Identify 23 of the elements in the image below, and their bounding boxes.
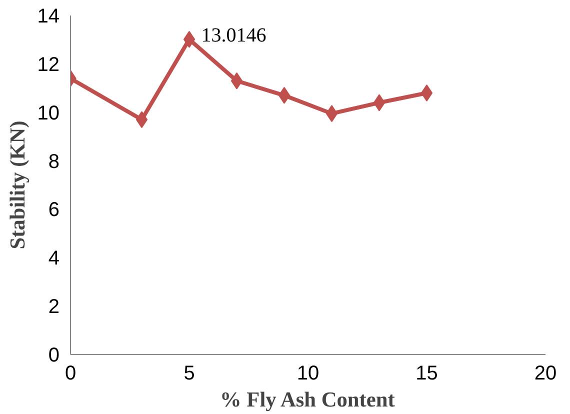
- x-axis-title: % Fly Ash Content: [220, 388, 396, 412]
- y-axis-title: Stability (KN): [5, 120, 30, 250]
- y-tick-label: 2: [48, 296, 60, 318]
- y-tick-label: 10: [37, 102, 60, 124]
- y-tick-label: 0: [48, 344, 60, 366]
- x-tick-label: 20: [534, 362, 557, 384]
- point: [420, 84, 433, 102]
- y-tick-label: 14: [37, 6, 60, 28]
- y-tick-label: 4: [48, 248, 60, 270]
- x-tick-label: 10: [296, 362, 320, 384]
- point: [136, 111, 148, 128]
- point: [326, 105, 338, 122]
- point: [183, 30, 196, 48]
- y-tick-label: 6: [48, 199, 60, 222]
- data-label: 13.0146: [201, 24, 266, 46]
- x-tick-label: 0: [64, 362, 76, 384]
- y-tick-label: 8: [48, 150, 60, 173]
- y-tick-label: 12: [37, 54, 60, 76]
- point: [230, 72, 243, 90]
- x-tick-label: 15: [416, 362, 438, 384]
- point: [278, 86, 290, 104]
- point: [373, 94, 386, 112]
- x-tick-label: 5: [184, 362, 195, 384]
